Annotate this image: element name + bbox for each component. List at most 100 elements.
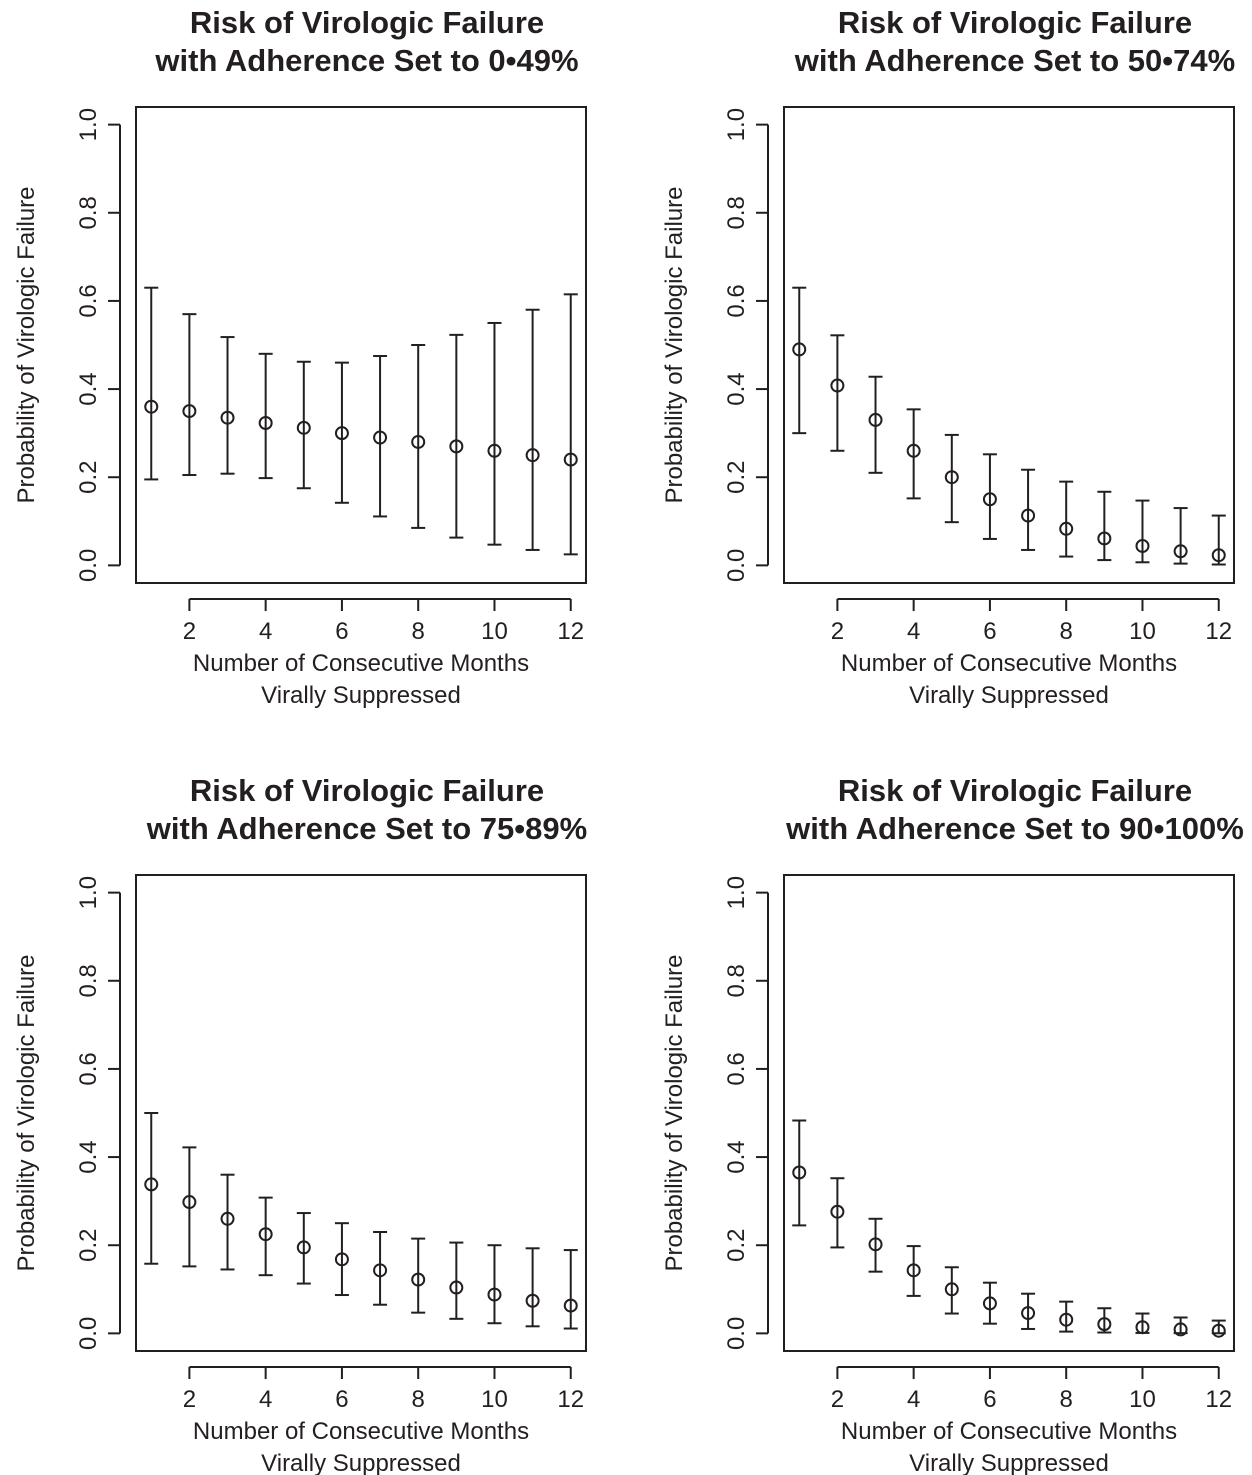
data-point-2 (830, 1177, 845, 1249)
point-marker (868, 412, 883, 427)
x-tick-label: 4 (259, 1386, 272, 1413)
data-point-5 (296, 1212, 311, 1285)
point-marker (792, 1165, 807, 1180)
data-point-1 (792, 1119, 807, 1227)
data-point-9 (1097, 490, 1112, 562)
data-point-11 (525, 1247, 540, 1328)
point-marker (373, 1263, 388, 1278)
x-axis-label-line-1: Number of Consecutive Months (841, 1418, 1177, 1445)
point-marker (1135, 538, 1150, 553)
chart-title-line-1: Risk of Virologic Failure (190, 773, 544, 808)
data-point-2 (182, 313, 197, 477)
point-marker (296, 420, 311, 435)
data-point-7 (1021, 1292, 1036, 1330)
point-marker (1211, 1323, 1226, 1338)
y-tick-label: 0.0 (75, 549, 102, 582)
point-marker (944, 470, 959, 485)
x-tick-label: 2 (183, 1386, 196, 1413)
y-tick-label: 0.2 (723, 1229, 750, 1262)
data-point-9 (1097, 1307, 1112, 1334)
x-tick-label: 8 (412, 1386, 425, 1413)
point-marker (144, 399, 159, 414)
data-point-6 (334, 1222, 349, 1297)
y-tick-label: 0.4 (723, 1140, 750, 1173)
point-marker (906, 1263, 921, 1278)
data-point-3 (868, 1217, 883, 1273)
data-point-7 (373, 1231, 388, 1306)
point-marker (258, 1227, 273, 1242)
data-point-10 (487, 1244, 502, 1325)
data-point-6 (982, 453, 997, 540)
point-marker (1097, 1317, 1112, 1332)
chart-title-line-2: with Adherence Set to 75•89% (146, 811, 587, 846)
data-point-1 (792, 286, 807, 435)
plot-frame (135, 106, 587, 584)
y-axis-label: Probability of Virologic Failure (13, 954, 40, 1271)
data-point-12 (1211, 1319, 1226, 1338)
data-point-8 (411, 344, 426, 529)
point-marker (1021, 508, 1036, 523)
data-point-9 (449, 333, 464, 539)
y-tick-label: 0.6 (723, 284, 750, 317)
point-marker (144, 1177, 159, 1192)
plot-frame (783, 874, 1235, 1352)
chart-title-line-2: with Adherence Set to 50•74% (794, 43, 1235, 78)
data-point-6 (334, 361, 349, 504)
data-point-8 (411, 1237, 426, 1314)
y-tick-label: 0.8 (723, 196, 750, 229)
x-tick-label: 6 (335, 1386, 348, 1413)
x-tick-label: 4 (907, 1386, 920, 1413)
data-point-10 (487, 321, 502, 546)
data-point-11 (1173, 507, 1188, 565)
point-marker (334, 1252, 349, 1267)
data-point-5 (296, 360, 311, 490)
plot-frame (783, 106, 1235, 584)
x-tick-label: 12 (557, 618, 584, 645)
point-marker (296, 1240, 311, 1255)
point-marker (982, 1296, 997, 1311)
point-marker (182, 1195, 197, 1210)
point-marker (563, 1298, 578, 1313)
data-point-9 (449, 1241, 464, 1320)
x-tick-label: 4 (907, 618, 920, 645)
chart-title-line-1: Risk of Virologic Failure (838, 5, 1192, 40)
data-point-4 (258, 352, 273, 480)
y-tick-label: 1.0 (723, 876, 750, 909)
x-tick-label: 10 (1129, 1386, 1156, 1413)
y-tick-label: 0.6 (723, 1052, 750, 1085)
x-axis-label-line-2: Virally Suppressed (261, 1450, 461, 1475)
y-tick-label: 0.0 (723, 549, 750, 582)
x-tick-label: 2 (183, 618, 196, 645)
x-tick-label: 10 (1129, 618, 1156, 645)
point-marker (411, 434, 426, 449)
data-point-11 (1173, 1316, 1188, 1337)
y-tick-label: 0.0 (75, 1317, 102, 1350)
y-tick-label: 0.8 (75, 196, 102, 229)
point-marker (1059, 1312, 1074, 1327)
data-point-12 (1211, 514, 1226, 566)
point-marker (1021, 1306, 1036, 1321)
x-tick-label: 10 (481, 1386, 508, 1413)
y-axis-label: Probability of Virologic Failure (661, 954, 688, 1271)
data-point-3 (220, 1173, 235, 1271)
y-tick-label: 0.0 (723, 1317, 750, 1350)
point-marker (449, 1280, 464, 1295)
y-tick-label: 1.0 (75, 876, 102, 909)
y-tick-label: 1.0 (723, 108, 750, 141)
x-tick-label: 6 (983, 618, 996, 645)
x-tick-label: 10 (481, 618, 508, 645)
chart-title-line-2: with Adherence Set to 0•49% (154, 43, 578, 78)
data-point-1 (144, 1112, 159, 1265)
point-marker (182, 404, 197, 419)
point-marker (334, 426, 349, 441)
chart-title-line-2: with Adherence Set to 90•100% (785, 811, 1244, 846)
x-axis-label-line-1: Number of Consecutive Months (193, 650, 529, 677)
x-axis-label-line-1: Number of Consecutive Months (841, 650, 1177, 677)
chart-title-line-1: Risk of Virologic Failure (838, 773, 1192, 808)
point-marker (373, 430, 388, 445)
point-marker (487, 443, 502, 458)
